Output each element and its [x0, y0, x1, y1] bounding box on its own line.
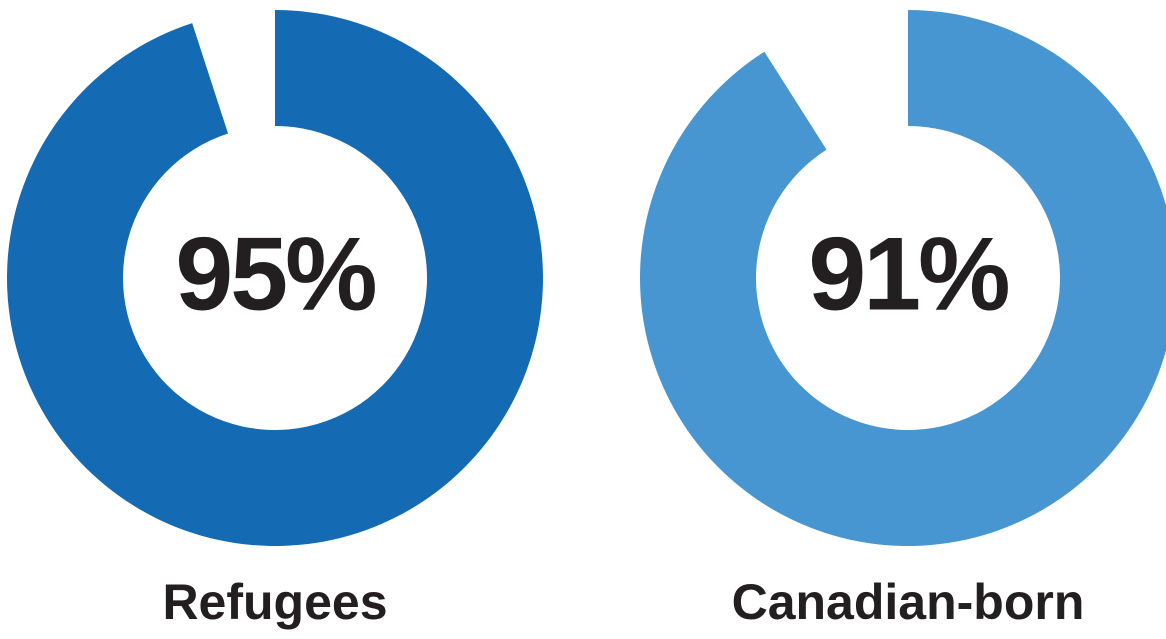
center-value-label: 91% — [808, 216, 1008, 332]
category-label: Refugees — [162, 574, 387, 630]
donut-segment — [6, 10, 544, 547]
donut-segment — [640, 10, 1166, 546]
category-label: Canadian-born — [732, 574, 1085, 630]
center-value-label: 95% — [175, 216, 375, 332]
